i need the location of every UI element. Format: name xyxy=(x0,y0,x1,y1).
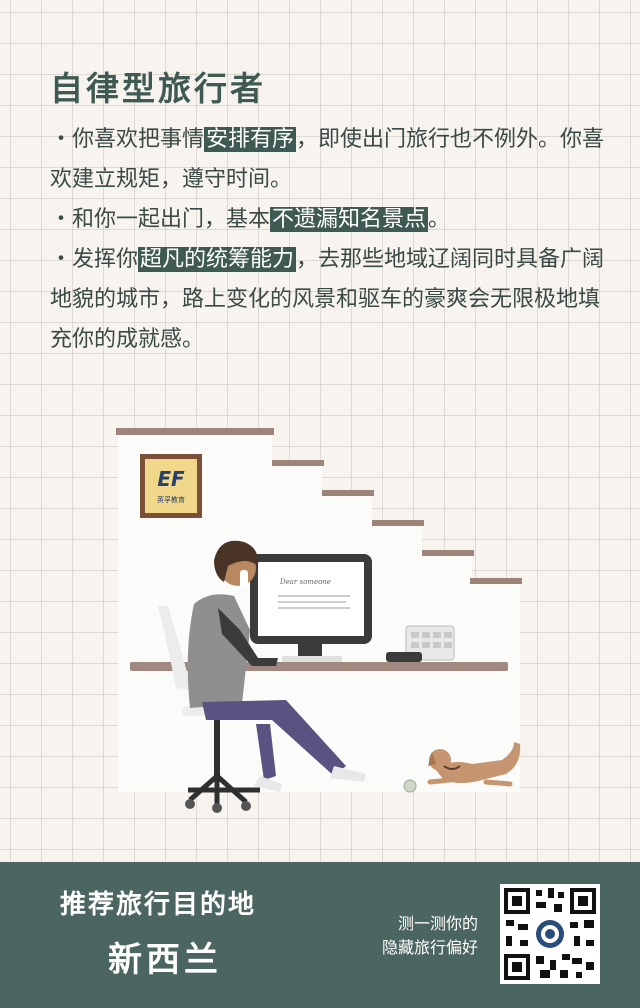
highlight-3: 超凡的统筹能力 xyxy=(138,247,297,272)
keyboard xyxy=(282,656,342,662)
paragraph-2: ・和你一起出门，基本不遗漏知名景点。 xyxy=(50,200,610,240)
page-title: 自律型旅行者 xyxy=(50,69,266,108)
monitor-text: Dear someone xyxy=(279,578,331,586)
ball xyxy=(403,779,417,793)
ef-logo-caption: 英孚教育 xyxy=(157,495,185,504)
destination: 新西兰 xyxy=(108,940,222,980)
paragraph-2-text: ・和你一起出门，基本 xyxy=(50,207,271,232)
stair-shelves xyxy=(116,428,522,584)
person-on-phone xyxy=(187,540,366,792)
desk-calendar xyxy=(405,625,455,661)
paragraph-3: ・发挥你超凡的统筹能力，去那些地域辽阔同时具备广阔地貌的城市，路上变化的风景和驱… xyxy=(50,240,610,360)
dog xyxy=(427,742,521,787)
cta-line-2: 隐藏旅行偏好 xyxy=(381,938,478,957)
paragraph-3-tail: ，去那些地域辽阔同时具备广阔地貌的城市，路上变化的风景和驱车的豪爽会无限极地填充… xyxy=(50,247,605,352)
desk-clock xyxy=(386,652,422,662)
highlight-2: 不遗漏知名景点 xyxy=(270,207,429,232)
desk xyxy=(130,662,508,671)
paragraph-1-text: ・你喜欢把事情 xyxy=(50,127,205,152)
paragraph-3-text: ・发挥你 xyxy=(50,247,139,272)
paragraph-1: ・你喜欢把事情安排有序，即使出门旅行也不例外。你喜欢建立规矩，遵守时间。 xyxy=(50,120,610,200)
highlight-1: 安排有序 xyxy=(204,127,297,152)
footer-banner: 推荐旅行目的地 新西兰 测一测你的 隐藏旅行偏好 xyxy=(0,862,640,1008)
description: ・你喜欢把事情安排有序，即使出门旅行也不例外。你喜欢建立规矩，遵守时间。 ・和你… xyxy=(50,120,610,360)
paragraph-2-tail: 。 xyxy=(428,207,451,232)
monitor: Dear someone xyxy=(250,554,372,658)
ef-logo-text: EF xyxy=(157,467,185,491)
quiz-cta: 测一测你的 隐藏旅行偏好 xyxy=(382,912,478,960)
cta-line-1: 测一测你的 xyxy=(397,914,478,933)
qr-code-icon[interactable] xyxy=(500,884,600,984)
ef-logo-frame: EF 英孚教育 xyxy=(140,454,202,518)
recommend-label: 推荐旅行目的地 xyxy=(60,890,257,920)
paragraph-1-tail: ，即使出门旅行也不例外。你喜欢建立规矩，遵守时间。 xyxy=(50,127,605,192)
illustration: EF 英孚教育 Dear someone xyxy=(116,428,522,813)
